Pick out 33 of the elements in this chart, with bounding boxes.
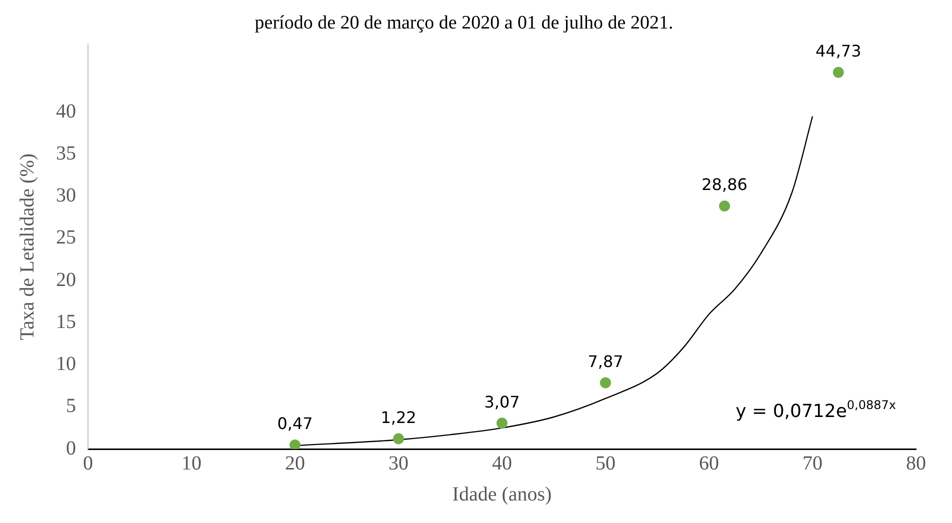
data-label: 28,86	[702, 175, 748, 194]
data-label: 0,47	[277, 414, 313, 434]
x-tick-label: 0	[83, 452, 93, 474]
x-tick-label: 30	[388, 452, 408, 474]
x-tick-label: 80	[906, 452, 926, 474]
y-tick-label: 40	[56, 100, 76, 122]
x-tick-label: 20	[285, 452, 305, 474]
point	[600, 377, 611, 388]
y-axis-title: Taxa de Letalidade (%)	[16, 153, 38, 340]
y-tick-label: 10	[56, 353, 76, 376]
data-label: 1,22	[380, 408, 416, 427]
point	[719, 200, 730, 212]
x-tick-label: 50	[596, 452, 616, 474]
data-label: 3,07	[484, 392, 520, 412]
y-tick-label: 5	[66, 395, 76, 418]
y-tick-label: 25	[56, 226, 76, 249]
x-tick-label: 40	[492, 452, 512, 474]
x-tick-label: 70	[802, 452, 822, 474]
chart-title: período de 20 de março de 2020 a 01 de julho de 2021.	[254, 12, 674, 34]
point	[832, 66, 844, 78]
x-tick-label: 60	[699, 452, 719, 474]
y-tick-label: 30	[56, 184, 76, 207]
x-axis-title: Idade (anos)	[452, 483, 552, 506]
y-tick-label: 15	[56, 310, 76, 333]
point	[393, 433, 404, 444]
data-label: 44,73	[815, 41, 862, 60]
point	[290, 440, 300, 449]
data-label: 7,87	[588, 352, 624, 371]
x-tick-label: 10	[182, 452, 202, 474]
point	[496, 418, 508, 429]
y-tick-label: 20	[56, 268, 76, 291]
y-tick-label: 0	[66, 437, 76, 460]
y-tick-label: 35	[56, 142, 76, 165]
